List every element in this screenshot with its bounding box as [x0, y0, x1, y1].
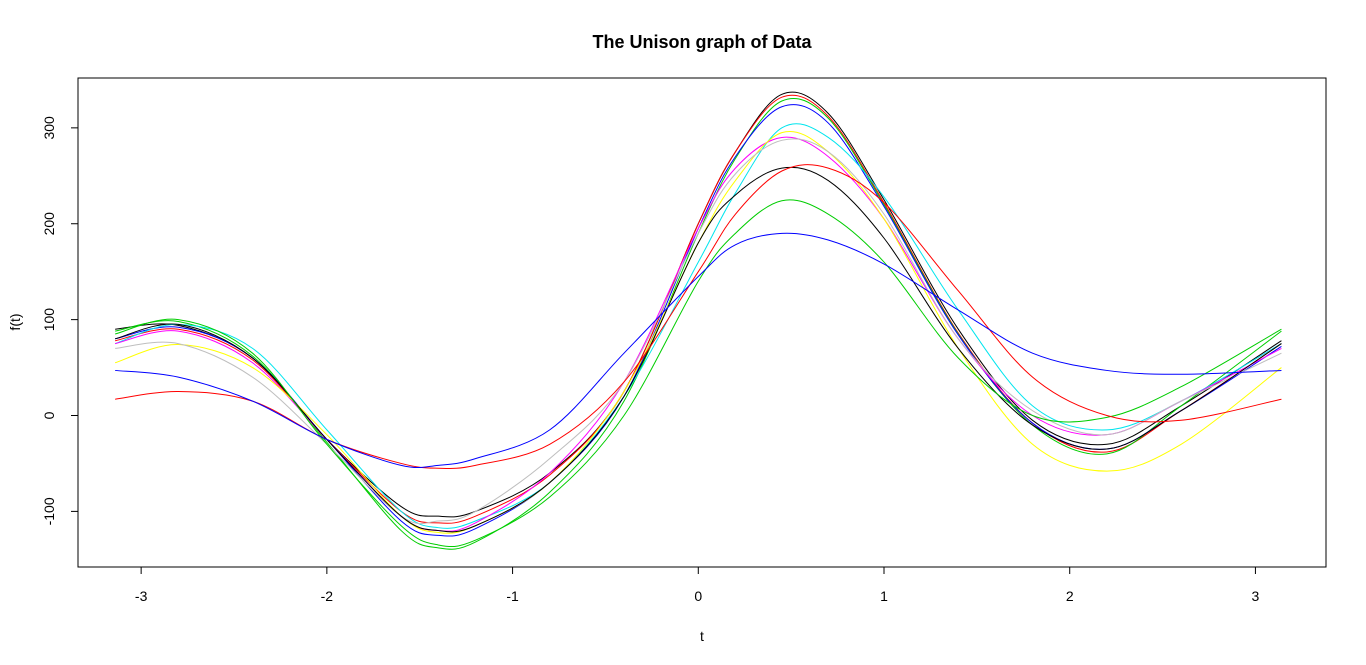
- series-line-7: [115, 131, 1282, 534]
- y-tick-label: 100: [41, 308, 57, 332]
- x-tick-label: -3: [135, 588, 148, 604]
- y-axis-label: f(t): [7, 313, 23, 330]
- series-line-5: [114, 123, 1282, 529]
- x-axis: -3 -2 -1 0 1 2 3: [135, 566, 1260, 604]
- series-line-10: [115, 199, 1282, 548]
- plot-frame: [77, 77, 1327, 568]
- series-group: [114, 91, 1282, 550]
- x-tick-label: 3: [1252, 588, 1260, 604]
- y-tick-label: 300: [41, 116, 57, 140]
- x-tick-label: 0: [694, 588, 702, 604]
- series-line-6: [115, 136, 1282, 532]
- series-line-8: [115, 138, 1282, 525]
- y-axis: -100 0 100 200 300: [41, 116, 79, 525]
- y-tick-label: -100: [41, 497, 57, 525]
- series-line-9: [115, 166, 1282, 533]
- x-tick-label: -2: [321, 588, 334, 604]
- x-tick-label: -1: [506, 588, 519, 604]
- x-axis-label: t: [700, 628, 704, 644]
- chart-title: The Unison graph of Data: [592, 32, 812, 52]
- series-line-1: [115, 91, 1282, 518]
- series-line-11: [115, 164, 1282, 470]
- series-line-3: [115, 97, 1282, 550]
- y-tick-label: 200: [41, 212, 57, 236]
- y-tick-label: 0: [41, 411, 57, 419]
- x-tick-label: 2: [1066, 588, 1074, 604]
- series-line-12: [115, 232, 1282, 469]
- x-tick-label: 1: [880, 588, 888, 604]
- series-line-2: [115, 94, 1282, 524]
